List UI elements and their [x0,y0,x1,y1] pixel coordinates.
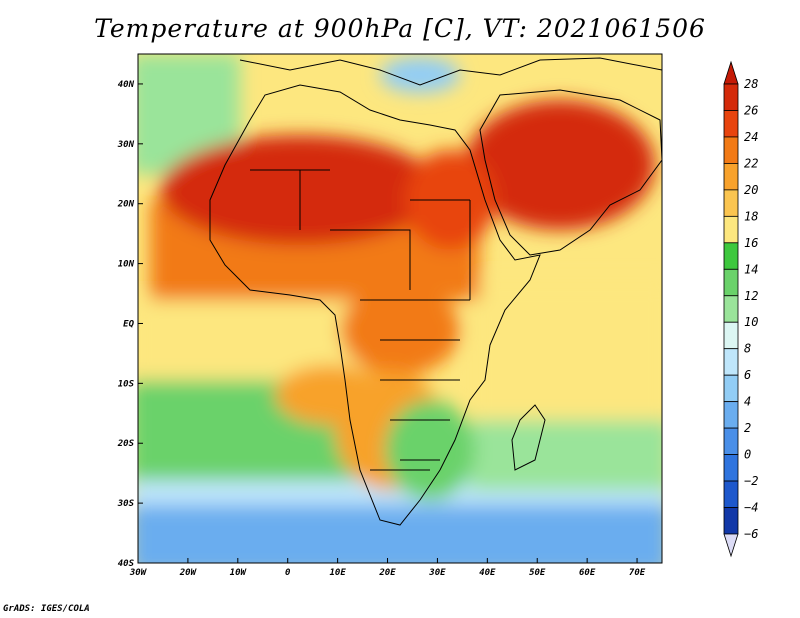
colorbar-swatch [723,189,739,217]
field-congo-basin [340,285,460,375]
field-green-east-ocean [470,420,662,490]
lon-tick-label: 10W [230,568,248,578]
colorbar-label: 2 [744,421,751,435]
colorbar-swatch [723,295,739,323]
colorbar-label: 22 [744,156,758,170]
colorbar-swatch [723,507,739,535]
colorbar-bottom-arrow [723,533,739,558]
colorbar-swatch [723,427,739,455]
colorbar-label: 18 [744,209,758,223]
colorbar-label: 10 [744,315,758,329]
lon-tick-label: 30W [129,568,148,578]
colorbar-label: 20 [744,183,758,197]
colorbar-swatch [723,136,739,164]
colorbar-swatch [723,215,739,244]
arabia-coastline [479,89,662,256]
colorbar-swatch [723,268,739,297]
colorbar-label: 6 [744,368,751,382]
lat-tick-label: 40N [118,80,135,90]
lon-tick-label: 60E [579,568,596,578]
lon-tick-label: 70E [629,568,646,578]
colorbar-label: 0 [744,448,751,462]
colorbar-label: 8 [744,342,751,356]
colorbar-swatch [723,374,739,403]
field-south-cool [138,505,662,563]
lat-tick-label: 20N [117,200,135,210]
colorbar-swatch [723,321,739,350]
lat-tick-label: 20S [117,439,135,449]
country-borders [250,169,471,471]
colorbar-swatch [723,348,739,376]
coastlines [209,57,662,526]
colorbar-label: 24 [744,130,758,144]
colorbar-swatch [723,83,739,111]
colorbar-label: 12 [744,289,758,303]
field-southern-africa-green [385,400,475,500]
lat-tick-label: 30S [117,499,135,509]
lon-tick-label: 30E [428,568,446,578]
colorbar-label: −6 [744,527,758,541]
credit-text: GrADS: IGES/COLA [3,604,90,614]
colorbar-label: 14 [744,262,758,276]
lon-tick-label: 20W [179,568,198,578]
field-tropic-yellow-east [470,280,662,430]
lat-tick-label: EQ [123,319,134,329]
lon-tick-label: 0 [285,568,291,578]
lat-tick-label: 10S [118,379,135,389]
lon-tick-label: 10E [329,568,346,578]
colorbar-label: 26 [744,103,758,117]
colorbar-swatch [723,163,739,191]
colorbar-swatch [723,401,739,429]
lat-tick-label: 10N [118,260,135,270]
latitude-axis: 40N 30N 20N 10N EQ 10S 20S 30S 40S [117,80,143,569]
colorbar-swatch [723,480,739,508]
lon-tick-label: 20E [378,568,396,578]
lon-tick-label: 40E [479,568,496,578]
lat-tick-label: 40S [118,559,135,569]
field-mediterranean [380,57,460,93]
africa-coastline [209,84,541,526]
longitude-axis: 30W 20W 10W 0 10E 20E 30E 40E 50E 60E 70E [129,558,646,578]
temperature-field [138,54,662,563]
colorbar-top-arrow [723,60,739,85]
europe-coastline [239,57,662,86]
colorbar-label: 28 [744,77,758,91]
colorbar-label: 16 [744,236,758,250]
colorbar-label: 4 [744,395,751,409]
colorbar-label: −2 [744,474,758,488]
map-frame [137,53,663,564]
field-arabia-hot [465,100,655,230]
lon-tick-label: 50E [529,568,546,578]
colorbar-swatch [723,110,739,138]
colorbar-swatch [723,242,739,270]
colorbar-swatch [723,454,739,482]
colorbar-label: −4 [744,501,758,515]
map-title: Temperature at 900hPa [C], VT: 202106150… [94,14,706,43]
lat-tick-label: 30N [117,140,135,150]
madagascar-coastline [511,404,546,471]
